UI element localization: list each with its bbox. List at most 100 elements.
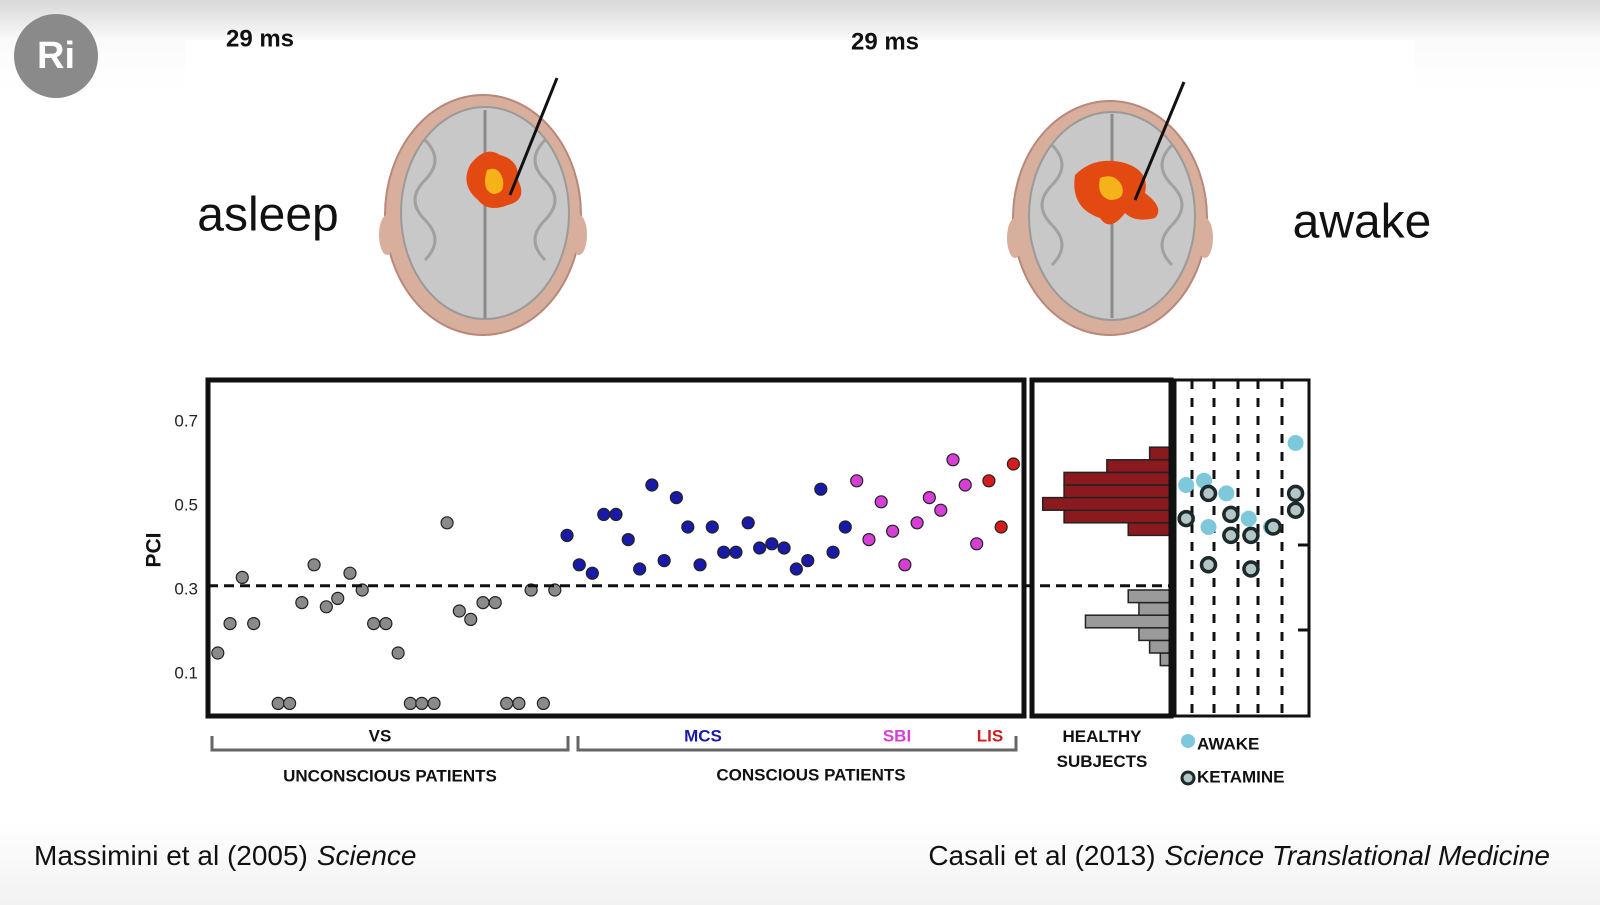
- data-point: [331, 591, 345, 606]
- data-point: [1178, 477, 1195, 493]
- data-point: [512, 696, 526, 711]
- data-point: [500, 696, 514, 711]
- histogram-bar: [1127, 589, 1172, 604]
- data-point: [789, 562, 803, 576]
- group-bracket: [210, 736, 1018, 752]
- data-point: [440, 516, 454, 530]
- legend-marker: [1181, 734, 1195, 748]
- data-point: [850, 474, 864, 488]
- data-point: [307, 558, 321, 572]
- histogram-bar: [1138, 627, 1172, 642]
- data-point: [1286, 501, 1305, 519]
- data-point: [729, 545, 743, 559]
- data-point: [994, 520, 1008, 534]
- data-point: [958, 478, 972, 492]
- histogram-bar: [1041, 496, 1172, 511]
- histogram-bar: [1148, 446, 1172, 461]
- brain-asleep: [379, 77, 587, 336]
- citation: Massimini et al (2005) Science: [34, 840, 417, 871]
- y-tick-label: 0.3: [174, 579, 198, 598]
- data-point: [922, 491, 936, 505]
- y-tick-label: 0.1: [174, 663, 198, 682]
- histogram-bar: [1127, 522, 1172, 537]
- data-point: [765, 537, 779, 551]
- histogram-title: HEALTHY SUBJECTS: [1056, 727, 1148, 771]
- data-point: [452, 604, 466, 618]
- data-point: [1200, 519, 1217, 535]
- data-point: [1287, 435, 1304, 451]
- group-label: CONSCIOUS PATIENTS: [716, 765, 905, 784]
- legend-label: KETAMINE: [1197, 767, 1285, 786]
- data-point: [560, 528, 574, 543]
- data-point: [753, 541, 767, 555]
- citation-journal: Science: [317, 840, 417, 871]
- logo-circle: [14, 14, 98, 98]
- data-point: [488, 595, 502, 610]
- data-point: [838, 520, 852, 534]
- data-point: [403, 696, 417, 711]
- data-point: [717, 545, 731, 559]
- data-point: [367, 616, 381, 631]
- data-point: [235, 570, 249, 585]
- plot-frame: [1029, 377, 1174, 719]
- histogram-bar: [1063, 484, 1172, 499]
- data-point: [295, 595, 309, 610]
- data-point: [898, 558, 912, 572]
- data-point: [427, 696, 441, 711]
- data-point: [910, 516, 924, 530]
- state-label: asleep: [197, 189, 338, 242]
- data-point: [1242, 560, 1260, 578]
- data-point: [585, 566, 599, 580]
- data-point: [862, 532, 876, 547]
- data-point: [621, 532, 635, 547]
- time-label: 29 ms: [226, 25, 294, 52]
- data-point: [609, 507, 623, 522]
- data-point: [1286, 484, 1305, 503]
- data-point: [223, 616, 237, 631]
- data-point: [669, 491, 683, 505]
- legend-label: AWAKE: [1197, 734, 1259, 753]
- series-label: SBI: [883, 726, 911, 745]
- data-point: [826, 545, 840, 559]
- data-point: [1006, 457, 1020, 471]
- data-point: [1177, 509, 1195, 528]
- y-axis-label: PCI: [143, 532, 166, 567]
- data-point: [633, 562, 647, 576]
- data-point: [1218, 485, 1235, 502]
- series-label: LIS: [977, 726, 1003, 745]
- data-point: [970, 537, 984, 551]
- histogram-bar: [1148, 639, 1172, 654]
- data-point: [597, 507, 611, 522]
- data-point: [657, 553, 671, 568]
- data-point: [319, 600, 333, 614]
- citation-journal: Science Translational Medicine: [1165, 840, 1550, 871]
- histogram-bar: [1084, 614, 1172, 629]
- data-point: [572, 558, 586, 572]
- data-point: [946, 453, 960, 467]
- logo: Ri: [37, 35, 75, 77]
- data-point: [886, 524, 900, 538]
- data-point: [211, 646, 225, 660]
- data-point: [283, 696, 297, 711]
- data-point: [415, 696, 429, 711]
- y-tick-label: 0.7: [174, 411, 198, 430]
- data-point: [464, 612, 478, 627]
- legend-marker: [1180, 770, 1196, 786]
- group-label: UNCONSCIOUS PATIENTS: [283, 766, 497, 785]
- data-point: [801, 553, 815, 568]
- data-point: [645, 478, 659, 492]
- series-label: VS: [369, 726, 392, 745]
- brain-awake: [1007, 81, 1213, 336]
- series-label: MCS: [684, 726, 722, 745]
- plot-frame: [205, 377, 1027, 719]
- data-point: [1222, 526, 1240, 545]
- histogram-bar: [1138, 601, 1172, 616]
- y-tick-label: 0.5: [174, 495, 198, 514]
- data-point: [536, 696, 550, 711]
- citation-authors: Casali et al (2013): [928, 840, 1155, 871]
- plot-frame: [1173, 378, 1311, 718]
- data-point: [271, 696, 285, 711]
- data-point: [476, 595, 490, 610]
